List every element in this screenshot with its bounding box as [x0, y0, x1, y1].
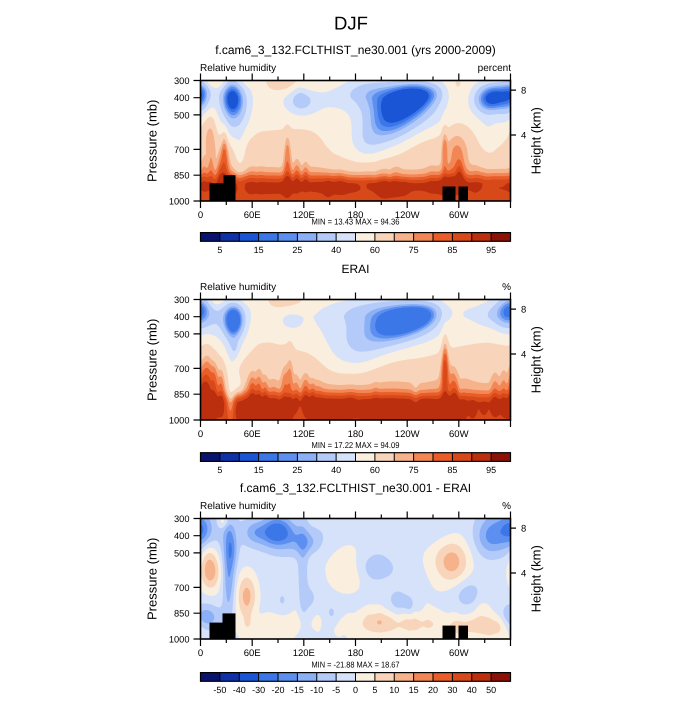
svg-text:MIN = -21.88 MAX = 18.67: MIN = -21.88 MAX = 18.67: [312, 659, 400, 669]
svg-text:4: 4: [521, 130, 526, 141]
svg-text:MIN = 13.43 MAX = 94.36: MIN = 13.43 MAX = 94.36: [312, 216, 400, 226]
svg-text:120W: 120W: [395, 210, 420, 221]
svg-text:Pressure (mb): Pressure (mb): [145, 100, 160, 182]
svg-text:0: 0: [198, 648, 203, 659]
svg-text:40: 40: [331, 245, 341, 255]
svg-text:60W: 60W: [449, 429, 469, 440]
svg-text:Height (km): Height (km): [529, 545, 544, 612]
svg-text:Pressure (mb): Pressure (mb): [145, 319, 160, 401]
svg-text:8: 8: [521, 305, 526, 316]
svg-text:850: 850: [174, 390, 190, 400]
svg-text:percent: percent: [478, 63, 512, 74]
svg-text:1000: 1000: [169, 415, 190, 425]
svg-text:DJF: DJF: [334, 13, 368, 34]
svg-text:20: 20: [428, 685, 438, 695]
svg-text:0: 0: [198, 429, 203, 440]
svg-text:400: 400: [174, 531, 190, 541]
svg-text:15: 15: [409, 685, 419, 695]
svg-text:120W: 120W: [395, 648, 420, 659]
svg-text:60: 60: [370, 465, 380, 475]
svg-text:Relative humidity: Relative humidity: [200, 282, 276, 293]
svg-text:850: 850: [174, 609, 190, 619]
svg-text:500: 500: [174, 110, 190, 120]
svg-text:60E: 60E: [244, 210, 261, 221]
svg-text:60E: 60E: [244, 648, 261, 659]
svg-text:f.cam6_3_132.FCLTHIST_ne30.001: f.cam6_3_132.FCLTHIST_ne30.001 (yrs 2000…: [215, 43, 496, 57]
svg-text:120E: 120E: [293, 648, 315, 659]
svg-text:f.cam6_3_132.FCLTHIST_ne30.001: f.cam6_3_132.FCLTHIST_ne30.001 - ERAI: [240, 481, 471, 495]
svg-text:Height (km): Height (km): [529, 326, 544, 393]
svg-text:-50: -50: [213, 685, 226, 695]
svg-text:60W: 60W: [449, 210, 469, 221]
svg-text:120W: 120W: [395, 429, 420, 440]
svg-text:60E: 60E: [244, 429, 261, 440]
svg-text:MIN = 17.22 MAX = 94.09: MIN = 17.22 MAX = 94.09: [312, 440, 400, 450]
svg-text:0: 0: [198, 210, 203, 221]
svg-text:-10: -10: [310, 685, 323, 695]
svg-text:25: 25: [292, 245, 302, 255]
svg-text:500: 500: [174, 548, 190, 558]
svg-text:85: 85: [447, 465, 457, 475]
svg-text:95: 95: [486, 465, 496, 475]
svg-text:1000: 1000: [169, 196, 190, 206]
svg-text:85: 85: [447, 245, 457, 255]
svg-text:400: 400: [174, 93, 190, 103]
svg-text:500: 500: [174, 329, 190, 339]
svg-text:-20: -20: [271, 685, 284, 695]
svg-text:700: 700: [174, 364, 190, 374]
svg-text:850: 850: [174, 171, 190, 181]
svg-text:75: 75: [409, 245, 419, 255]
svg-text:8: 8: [521, 524, 526, 535]
svg-text:Pressure (mb): Pressure (mb): [145, 538, 160, 620]
svg-text:5: 5: [217, 465, 222, 475]
svg-text:4: 4: [521, 568, 526, 579]
svg-text:Relative humidity: Relative humidity: [200, 63, 276, 74]
svg-text:700: 700: [174, 145, 190, 155]
svg-text:%: %: [502, 501, 511, 512]
svg-text:180: 180: [348, 429, 364, 440]
svg-text:180: 180: [348, 648, 364, 659]
svg-text:15: 15: [254, 245, 264, 255]
svg-text:300: 300: [174, 514, 190, 524]
svg-text:60W: 60W: [449, 648, 469, 659]
svg-text:-30: -30: [252, 685, 265, 695]
svg-text:%: %: [502, 282, 511, 293]
svg-text:-5: -5: [332, 685, 340, 695]
svg-text:8: 8: [521, 86, 526, 97]
svg-text:25: 25: [292, 465, 302, 475]
svg-text:15: 15: [254, 465, 264, 475]
svg-text:120E: 120E: [293, 429, 315, 440]
svg-text:1000: 1000: [169, 634, 190, 644]
svg-text:Height (km): Height (km): [529, 107, 544, 174]
svg-text:30: 30: [447, 685, 457, 695]
svg-text:-40: -40: [233, 685, 246, 695]
svg-text:120E: 120E: [293, 210, 315, 221]
svg-text:Relative humidity: Relative humidity: [200, 501, 276, 512]
svg-text:700: 700: [174, 583, 190, 593]
svg-text:95: 95: [486, 245, 496, 255]
svg-text:40: 40: [331, 465, 341, 475]
svg-text:0: 0: [353, 685, 358, 695]
svg-text:10: 10: [389, 685, 399, 695]
svg-text:40: 40: [467, 685, 477, 695]
svg-text:5: 5: [217, 245, 222, 255]
svg-text:50: 50: [486, 685, 496, 695]
svg-text:60: 60: [370, 245, 380, 255]
svg-text:-15: -15: [291, 685, 304, 695]
svg-text:4: 4: [521, 349, 526, 360]
svg-text:300: 300: [174, 295, 190, 305]
svg-text:300: 300: [174, 76, 190, 86]
svg-text:ERAI: ERAI: [341, 262, 369, 276]
svg-text:400: 400: [174, 312, 190, 322]
svg-text:75: 75: [409, 465, 419, 475]
svg-text:5: 5: [372, 685, 377, 695]
svg-text:180: 180: [348, 210, 364, 221]
